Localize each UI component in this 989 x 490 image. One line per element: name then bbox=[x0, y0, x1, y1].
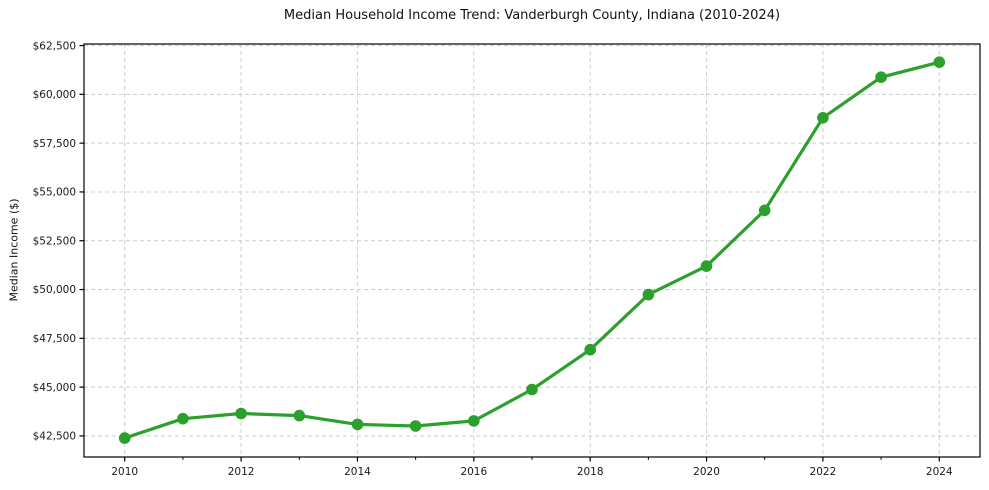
x-tick-label: 2014 bbox=[344, 466, 371, 478]
data-point bbox=[526, 383, 538, 396]
y-tick-label: $42,500 bbox=[33, 431, 76, 443]
chart-title: Median Household Income Trend: Vanderbur… bbox=[283, 8, 781, 23]
y-tick-label: $55,000 bbox=[33, 187, 76, 199]
y-tick-label: $45,000 bbox=[33, 382, 76, 394]
y-tick-label: $62,500 bbox=[33, 40, 76, 52]
x-tick-label: 2022 bbox=[810, 466, 837, 478]
x-tick-label: 2018 bbox=[577, 466, 604, 478]
data-point bbox=[409, 420, 422, 432]
data-point bbox=[700, 260, 713, 272]
data-point bbox=[235, 407, 247, 420]
x-tick-label: 2020 bbox=[693, 466, 720, 478]
data-point bbox=[642, 288, 655, 301]
data-point bbox=[584, 343, 596, 356]
data-point bbox=[468, 415, 480, 427]
data-point bbox=[351, 418, 364, 431]
data-point bbox=[118, 432, 131, 444]
x-tick-label: 2016 bbox=[460, 466, 487, 478]
data-point bbox=[817, 112, 829, 124]
y-tick-label: $57,500 bbox=[33, 138, 76, 150]
y-tick-label: $52,500 bbox=[33, 235, 76, 247]
data-point bbox=[177, 412, 189, 425]
x-tick-label: 2010 bbox=[111, 466, 138, 478]
y-tick-label: $50,000 bbox=[33, 284, 76, 296]
y-tick-label: $47,500 bbox=[33, 333, 76, 345]
x-tick-label: 2024 bbox=[926, 466, 953, 478]
data-point bbox=[875, 71, 887, 83]
y-tick-label: $60,000 bbox=[33, 89, 76, 101]
data-point bbox=[293, 409, 306, 422]
income-line-series bbox=[123, 60, 941, 440]
x-tick-label: 2012 bbox=[228, 466, 255, 478]
data-point bbox=[758, 204, 771, 217]
data-point bbox=[933, 56, 946, 68]
